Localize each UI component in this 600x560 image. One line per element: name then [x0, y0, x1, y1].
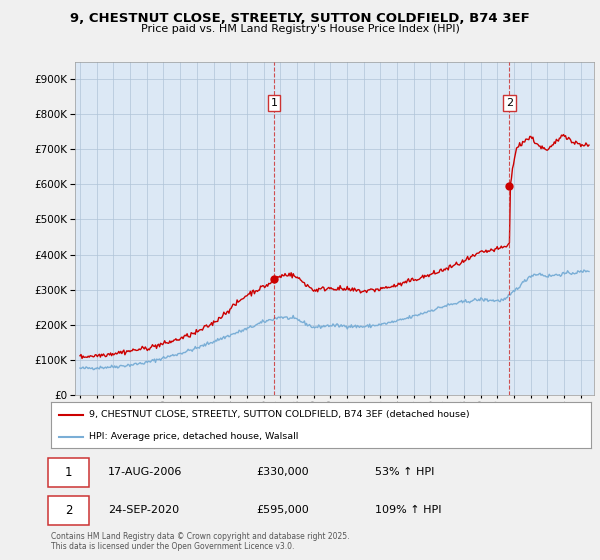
Text: Price paid vs. HM Land Registry's House Price Index (HPI): Price paid vs. HM Land Registry's House … [140, 24, 460, 34]
Text: 9, CHESTNUT CLOSE, STREETLY, SUTTON COLDFIELD, B74 3EF (detached house): 9, CHESTNUT CLOSE, STREETLY, SUTTON COLD… [89, 410, 469, 419]
Text: 1: 1 [271, 98, 278, 108]
Text: £330,000: £330,000 [256, 467, 309, 477]
Text: 9, CHESTNUT CLOSE, STREETLY, SUTTON COLDFIELD, B74 3EF: 9, CHESTNUT CLOSE, STREETLY, SUTTON COLD… [70, 12, 530, 25]
Text: 24-SEP-2020: 24-SEP-2020 [108, 505, 179, 515]
Text: 17-AUG-2006: 17-AUG-2006 [108, 467, 182, 477]
Text: £595,000: £595,000 [256, 505, 309, 515]
FancyBboxPatch shape [49, 496, 89, 525]
Text: 1: 1 [65, 465, 73, 479]
Text: Contains HM Land Registry data © Crown copyright and database right 2025.: Contains HM Land Registry data © Crown c… [51, 532, 349, 541]
Text: 2: 2 [65, 503, 73, 517]
Text: 109% ↑ HPI: 109% ↑ HPI [375, 505, 442, 515]
Text: This data is licensed under the Open Government Licence v3.0.: This data is licensed under the Open Gov… [51, 542, 295, 550]
Text: HPI: Average price, detached house, Walsall: HPI: Average price, detached house, Wals… [89, 432, 298, 441]
Text: 2: 2 [506, 98, 513, 108]
FancyBboxPatch shape [49, 458, 89, 487]
Text: 53% ↑ HPI: 53% ↑ HPI [375, 467, 434, 477]
